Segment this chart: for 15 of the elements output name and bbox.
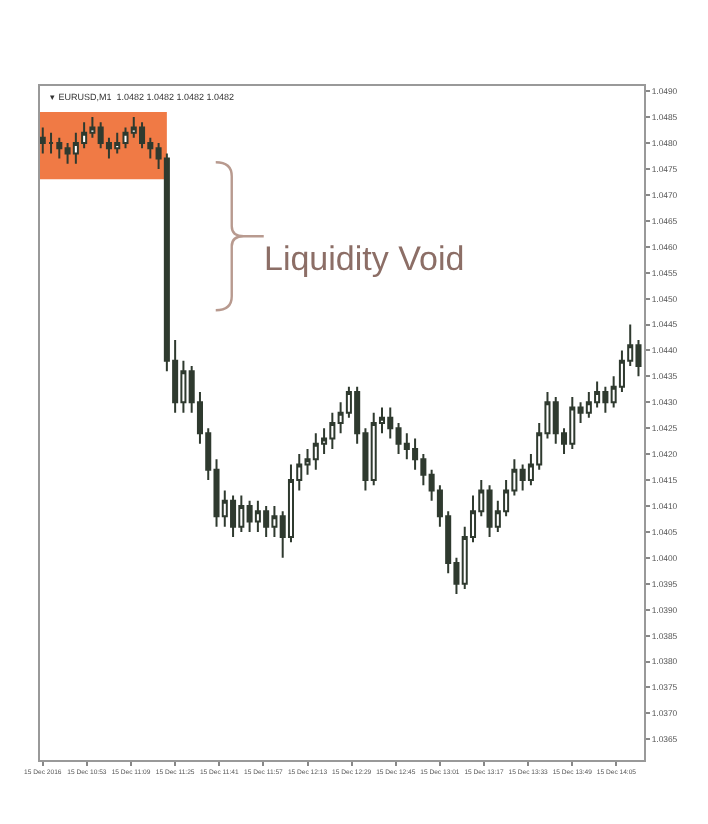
annotation: Liquidity Void [264, 240, 465, 278]
candlestick [370, 411, 377, 487]
candlestick [569, 396, 576, 450]
candlestick [312, 432, 319, 471]
candlestick [585, 390, 592, 419]
candlestick [238, 494, 245, 533]
candlestick [230, 494, 237, 539]
candlestick [48, 131, 55, 155]
candlestick [254, 499, 261, 533]
candlestick [486, 484, 493, 539]
candlestick [56, 136, 63, 160]
candlestick [40, 126, 46, 155]
candlestick [114, 131, 121, 155]
candlestick [263, 504, 270, 539]
candlestick [246, 499, 253, 533]
